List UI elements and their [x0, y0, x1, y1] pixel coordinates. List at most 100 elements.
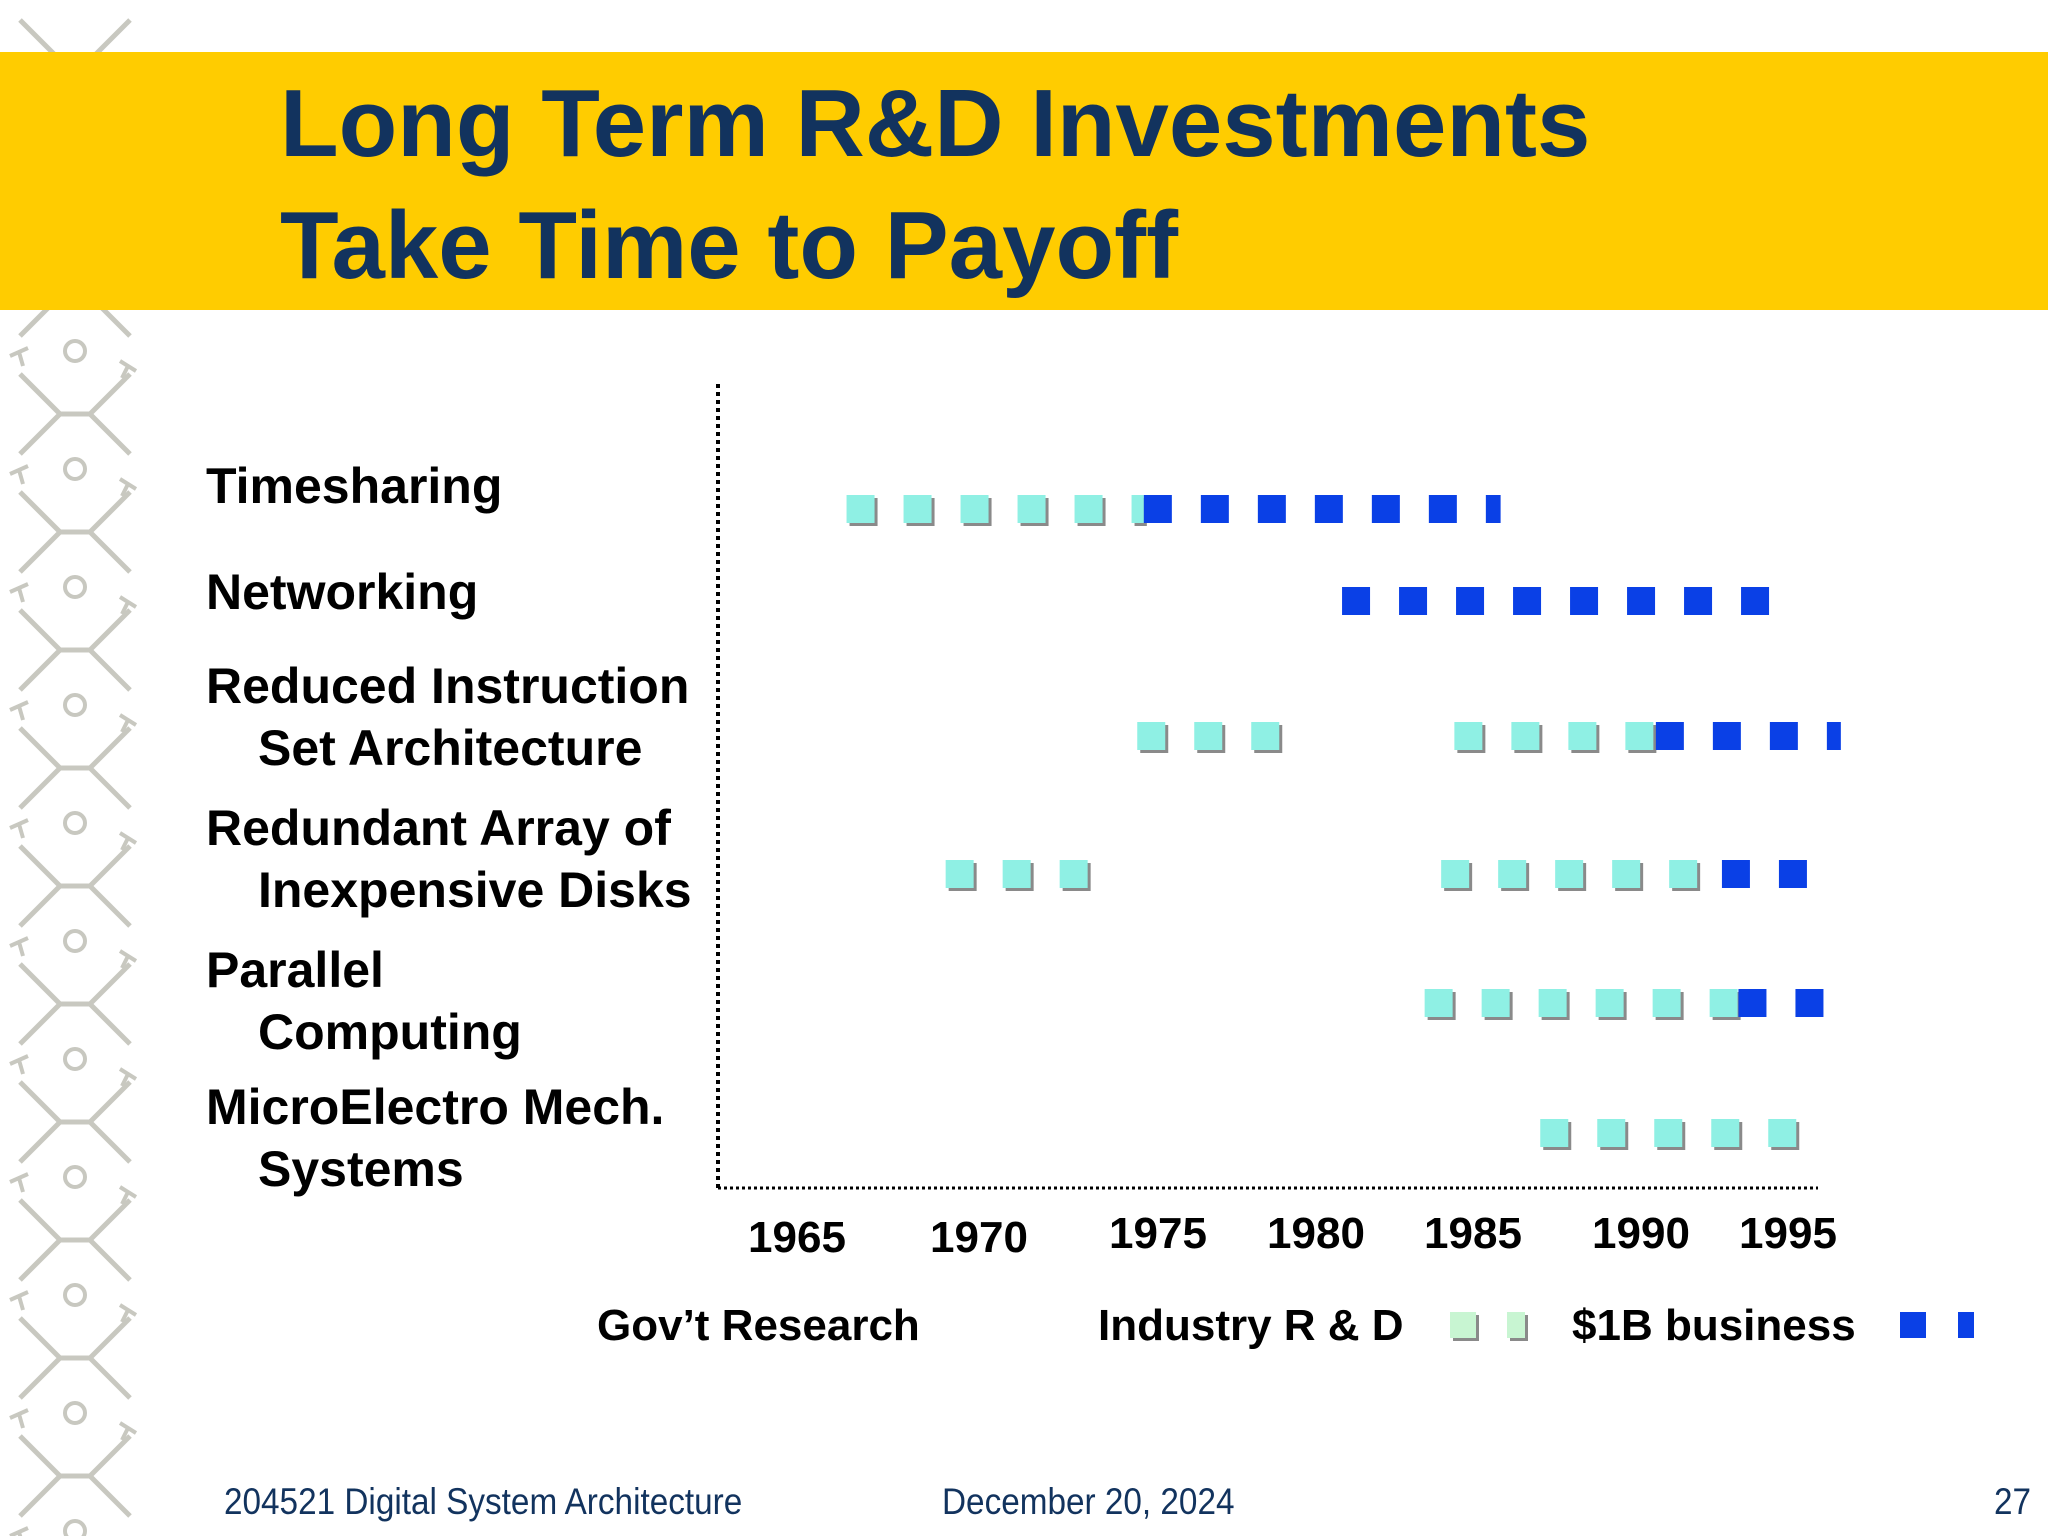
- mark-row0-seg1-business-0: [1143, 495, 1172, 523]
- mark-row0-seg1-business-5: [1428, 495, 1457, 523]
- row-label-parallel: Parallel Computing: [206, 942, 522, 1060]
- mark-row3-seg0-industry-1: [1002, 860, 1031, 888]
- pattern-glyph-2: [9, 346, 138, 379]
- mark-row1-seg0-business-7: [1741, 587, 1770, 615]
- pattern-motif-4: [18, 490, 132, 574]
- mark-row3-seg2-business-0: [1721, 860, 1750, 888]
- title-band: [0, 52, 2048, 310]
- row-label-raid: Redundant Array of Inexpensive Disks: [206, 800, 692, 918]
- pattern-dot-9: [63, 1165, 87, 1189]
- x-tick-label-1995: 1995: [1739, 1209, 1837, 1258]
- pattern-glyph-4: [9, 582, 138, 615]
- mark-row2-seg1-industry-1: [1511, 722, 1540, 750]
- chart-marks: [846, 495, 1841, 1150]
- pattern-dot-2: [63, 339, 87, 363]
- mark-row2-seg2-business-2: [1769, 722, 1798, 750]
- mark-row0-seg0-industry-2: [960, 495, 989, 523]
- mark-row2-seg0-industry-2: [1251, 722, 1280, 750]
- pattern-motif-8: [18, 962, 132, 1046]
- pattern-motif-3: [18, 372, 132, 456]
- pattern-motif-6: [18, 726, 132, 810]
- mark-row0-seg0-industry-1: [903, 495, 932, 523]
- footer-course: 204521 Digital System Architecture: [224, 1481, 743, 1522]
- x-tick-label-1990: 1990: [1592, 1209, 1690, 1258]
- pattern-motif-9: [18, 1080, 132, 1164]
- legend-marks: [1450, 1312, 1974, 1341]
- pattern-glyph-3: [9, 464, 138, 497]
- pattern-motif-7: [18, 844, 132, 928]
- pattern-dot-7: [63, 929, 87, 953]
- pattern-motif-5: [18, 608, 132, 692]
- pattern-motif-11: [18, 1316, 132, 1400]
- mark-row4-seg0-industry-1: [1481, 989, 1510, 1017]
- legend-swatch-industry-1: [1450, 1312, 1476, 1338]
- legend-swatch-industry-2: [1507, 1312, 1525, 1338]
- pattern-motif-12: [18, 1434, 132, 1518]
- pattern-glyph-11: [9, 1408, 138, 1441]
- mark-row2-seg1-industry-2: [1568, 722, 1597, 750]
- legend-swatch-business-1: [1900, 1312, 1926, 1338]
- mark-row2-seg1-industry-3: [1625, 722, 1654, 750]
- mark-row5-seg0-industry-4: [1768, 1119, 1797, 1147]
- mark-row3-seg1-industry-2: [1555, 860, 1584, 888]
- mark-row1-seg0-business-0: [1342, 587, 1371, 615]
- pattern-glyph-10: [9, 1290, 138, 1323]
- pattern-glyph-8: [9, 1054, 138, 1087]
- legend-swatch-business-2: [1958, 1312, 1974, 1338]
- pattern-motif-10: [18, 1198, 132, 1282]
- x-tick-label-1965: 1965: [748, 1213, 846, 1262]
- row-label-networking: Networking: [206, 564, 479, 620]
- mark-row5-seg0-industry-1: [1597, 1119, 1626, 1147]
- pattern-dot-5: [63, 693, 87, 717]
- mark-row3-seg1-industry-1: [1498, 860, 1527, 888]
- mark-row0-seg1-business-2: [1257, 495, 1286, 523]
- mark-row0-seg1-business-4: [1371, 495, 1400, 523]
- mark-row5-seg0-industry-0: [1540, 1119, 1569, 1147]
- row-label-timesharing: Timesharing: [206, 458, 503, 514]
- row-label-mems: MicroElectro Mech. Systems: [206, 1079, 665, 1197]
- pattern-dot-10: [63, 1283, 87, 1307]
- mark-row3-seg1-industry-4: [1669, 860, 1698, 888]
- legend-label-business: $1B business: [1572, 1301, 1856, 1350]
- footer-page-number: 27: [1994, 1481, 2032, 1522]
- mark-row1-seg0-business-1: [1399, 587, 1428, 615]
- pattern-dot-12: [63, 1519, 87, 1536]
- legend-label-gov-research: Gov’t Research: [597, 1301, 920, 1350]
- mark-row3-seg2-business-1: [1778, 860, 1807, 888]
- pattern-dot-6: [63, 811, 87, 835]
- mark-row2-seg0-industry-1: [1194, 722, 1223, 750]
- mark-row2-seg2-business-0: [1655, 722, 1684, 750]
- slide-title-line-1: Long Term R&D Investments: [280, 70, 1591, 177]
- mark-row1-seg0-business-2: [1456, 587, 1485, 615]
- x-tick-label-1985: 1985: [1424, 1209, 1522, 1258]
- pattern-dot-11: [63, 1401, 87, 1425]
- pattern-glyph-7: [9, 936, 138, 969]
- mark-row4-seg0-industry-4: [1652, 989, 1681, 1017]
- mark-row0-seg1-business-1: [1200, 495, 1229, 523]
- mark-row1-seg0-business-6: [1684, 587, 1713, 615]
- x-tick-label-1975: 1975: [1109, 1209, 1207, 1258]
- pattern-dot-3: [63, 457, 87, 481]
- pattern-glyph-9: [9, 1172, 138, 1205]
- mark-row2-seg2-business-3: [1826, 722, 1841, 750]
- pattern-dot-8: [63, 1047, 87, 1071]
- mark-row2-seg2-business-1: [1712, 722, 1741, 750]
- pattern-glyph-6: [9, 818, 138, 851]
- row-label-risc: Reduced Instruction Set Architecture: [206, 658, 690, 776]
- mark-row0-seg1-business-3: [1314, 495, 1343, 523]
- footer-date: December 20, 2024: [942, 1481, 1235, 1522]
- mark-row0-seg0-industry-3: [1017, 495, 1046, 523]
- mark-row5-seg0-industry-2: [1654, 1119, 1683, 1147]
- mark-row3-seg1-industry-0: [1441, 860, 1470, 888]
- mark-row2-seg1-industry-0: [1454, 722, 1483, 750]
- mark-row4-seg0-industry-5: [1709, 989, 1738, 1017]
- mark-row3-seg0-industry-0: [945, 860, 974, 888]
- mark-row1-seg0-business-4: [1570, 587, 1599, 615]
- mark-row1-seg0-business-3: [1513, 587, 1542, 615]
- slide-title-line-2: Take Time to Payoff: [280, 192, 1179, 299]
- legend-label-industry-rd: Industry R & D: [1098, 1301, 1404, 1350]
- mark-row3-seg1-industry-3: [1612, 860, 1641, 888]
- mark-row2-seg0-industry-0: [1137, 722, 1166, 750]
- mark-row0-seg0-industry-5: [1131, 495, 1144, 523]
